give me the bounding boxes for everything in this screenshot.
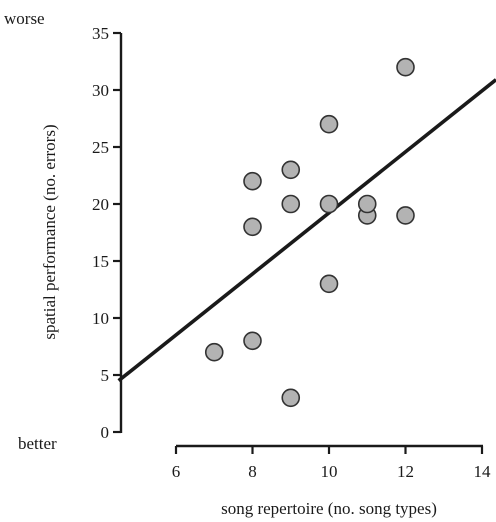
axes (113, 31, 484, 454)
data-point (319, 194, 339, 214)
y-tick-label: 5 (101, 366, 110, 385)
fit-line (117, 78, 496, 383)
x-tick-label: 12 (397, 462, 414, 481)
y-tick-label: 20 (92, 195, 109, 214)
data-point (357, 194, 377, 214)
data-point (319, 274, 339, 294)
y-tick-label: 35 (92, 24, 109, 43)
points-group (204, 57, 415, 408)
annotation-better: better (18, 434, 57, 453)
data-point (243, 171, 262, 191)
data-point (319, 114, 339, 134)
data-point (396, 57, 415, 77)
annotation-worse: worse (4, 9, 45, 28)
data-point (243, 331, 262, 351)
data-point (396, 206, 415, 225)
data-point (281, 194, 301, 214)
y-tick-label: 30 (92, 81, 109, 100)
fit-line-group (117, 78, 496, 383)
data-point (243, 217, 262, 237)
x-axis-title: song repertoire (no. song types) (221, 499, 437, 518)
data-point (204, 342, 224, 362)
x-tick-label: 14 (474, 462, 492, 481)
y-axis-title: spatial performance (no. errors) (40, 124, 59, 339)
y-tick-label: 0 (101, 423, 110, 442)
x-tick-label: 6 (172, 462, 181, 481)
x-tick-label: 10 (321, 462, 338, 481)
y-tick-label: 25 (92, 138, 109, 157)
y-tick-label: 10 (92, 309, 109, 328)
x-tick-label: 8 (248, 462, 257, 481)
data-point (281, 388, 301, 408)
y-tick-label: 15 (92, 252, 109, 271)
data-point (281, 160, 301, 180)
labels-group: 0 5 10 15 20 25 30 35 6 8 10 12 14 worse better song re… (4, 9, 491, 518)
